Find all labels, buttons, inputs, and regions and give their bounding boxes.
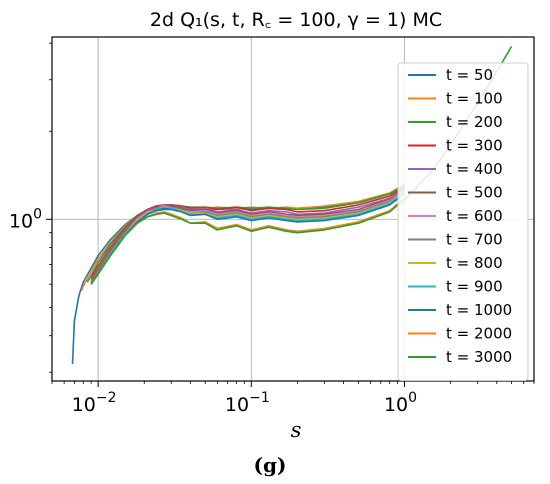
- series-line-4: [90, 187, 405, 281]
- legend-box: [397, 62, 529, 381]
- legend-entry: t = 400: [446, 160, 503, 178]
- x-tick-label: 10−1: [225, 390, 270, 416]
- legend: t = 50 t = 100 t = 200 t = 300 t = 400 t = 50…: [397, 62, 529, 381]
- axes-frame: [51, 36, 535, 382]
- legend-entry: t = 1000: [446, 301, 512, 319]
- figure-caption: (g): [254, 453, 287, 477]
- legend-entry: t = 200: [446, 113, 503, 131]
- legend-entry: t = 3000: [446, 348, 512, 366]
- legend-entry: t = 50: [446, 66, 493, 84]
- chart-title: 2d Q₁(s, t, R꜀ = 100, γ = 1) MC: [150, 9, 442, 31]
- legend-entry: t = 2000: [446, 325, 512, 343]
- legend-entry: t = 600: [446, 207, 503, 225]
- y-tick-label: 100: [9, 206, 42, 232]
- x-tick-label: 100: [384, 390, 417, 416]
- series-line-6: [90, 189, 405, 285]
- series-line-1: [80, 183, 405, 291]
- x-axis-label: s: [291, 418, 302, 442]
- plot-area: [71, 45, 513, 365]
- legend-entry: t = 700: [446, 231, 503, 249]
- series-line-2: [86, 184, 405, 283]
- y-axis-ticks: 100: [9, 42, 52, 373]
- x-axis-ticks: 10−2 10−1 100: [51, 381, 535, 416]
- legend-entry: t = 900: [446, 278, 503, 296]
- legend-entry: t = 300: [446, 137, 503, 155]
- legend-entry: t = 800: [446, 254, 503, 272]
- legend-entry: t = 100: [446, 90, 503, 108]
- series-line-3: [90, 186, 405, 279]
- x-tick-label: 10−2: [72, 390, 117, 416]
- legend-entry: t = 500: [446, 184, 503, 202]
